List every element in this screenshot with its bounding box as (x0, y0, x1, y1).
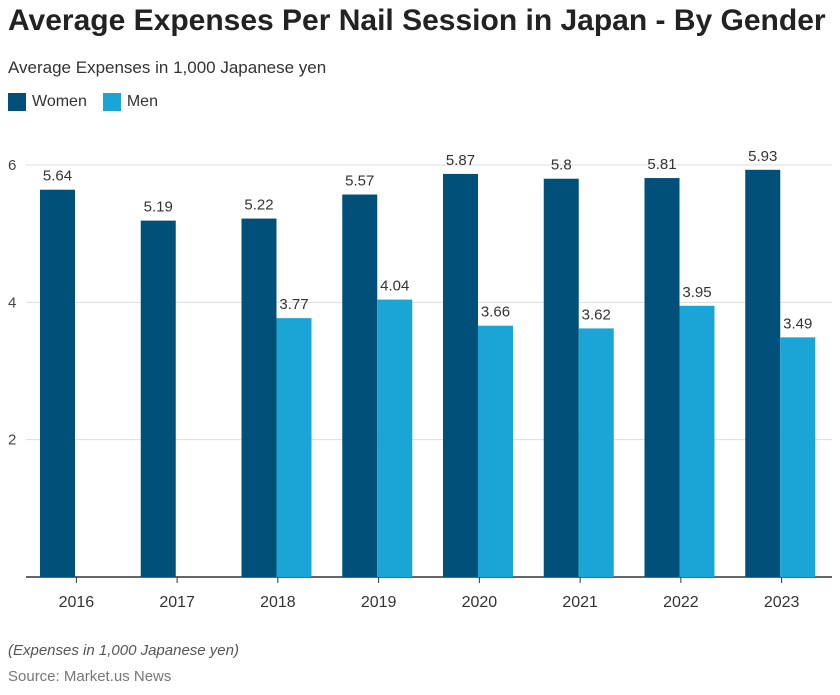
x-tick-label: 2022 (663, 594, 699, 611)
x-tick-label: 2019 (361, 594, 397, 611)
data-label: 5.87 (446, 152, 475, 169)
x-tick-label: 2023 (764, 594, 800, 611)
data-label: 3.66 (481, 304, 510, 321)
data-label: 5.19 (144, 199, 173, 216)
bar-women-2019 (342, 194, 378, 577)
bar-women-2016 (40, 189, 75, 577)
data-label: 3.77 (279, 296, 308, 313)
legend-swatch-men (102, 93, 121, 111)
data-label: 3.62 (582, 306, 611, 323)
bar-women-2022 (644, 178, 680, 577)
bar-men-2019 (377, 299, 413, 577)
bar-chart: 2 4 6 2016 5.64 2017 5.19 2018 5.22 3.77 2019 5.57 4… (8, 148, 832, 611)
data-label: 3.49 (783, 315, 812, 332)
y-tick-label: 4 (8, 294, 16, 311)
x-tick-label: 2017 (159, 594, 195, 611)
y-tick-label: 2 (8, 432, 16, 449)
x-tick-label: 2020 (462, 594, 498, 611)
legend-item-women: Women (8, 93, 87, 111)
legend-item-men: Men (102, 93, 158, 111)
data-label: 5.81 (647, 156, 676, 173)
bar-women-2020 (443, 173, 478, 577)
data-label: 5.93 (748, 148, 777, 165)
bar-men-2020 (478, 325, 513, 577)
data-label: 5.64 (43, 168, 72, 185)
data-label: 5.8 (551, 157, 572, 174)
chart-subtitle: Average Expenses in 1,000 Japanese yen (8, 58, 327, 77)
data-label: 5.57 (345, 173, 374, 190)
bar-men-2023 (780, 337, 816, 577)
data-label: 4.04 (380, 278, 409, 295)
bar-men-2022 (679, 305, 715, 577)
y-tick-label: 6 (8, 157, 16, 174)
legend-label-women: Women (32, 93, 87, 110)
data-label: 3.95 (682, 284, 711, 301)
footnote: (Expenses in 1,000 Japanese yen) (8, 642, 239, 659)
bar-men-2018 (276, 318, 312, 577)
bar-women-2021 (543, 178, 579, 577)
bar-women-2017 (140, 220, 176, 577)
bar-men-2021 (578, 328, 614, 577)
legend: Women Men (8, 93, 174, 111)
x-tick-label: 2016 (59, 594, 95, 611)
source-credit: Source: Market.us News (8, 668, 172, 685)
legend-swatch-women (8, 93, 26, 111)
bar-women-2023 (745, 169, 781, 577)
chart-title: Average Expenses Per Nail Session in Jap… (8, 4, 826, 37)
x-tick-label: 2018 (260, 594, 296, 611)
data-label: 5.22 (244, 197, 273, 214)
legend-label-men: Men (126, 93, 158, 110)
bar-women-2018 (241, 218, 277, 577)
x-tick-label: 2021 (562, 594, 598, 611)
